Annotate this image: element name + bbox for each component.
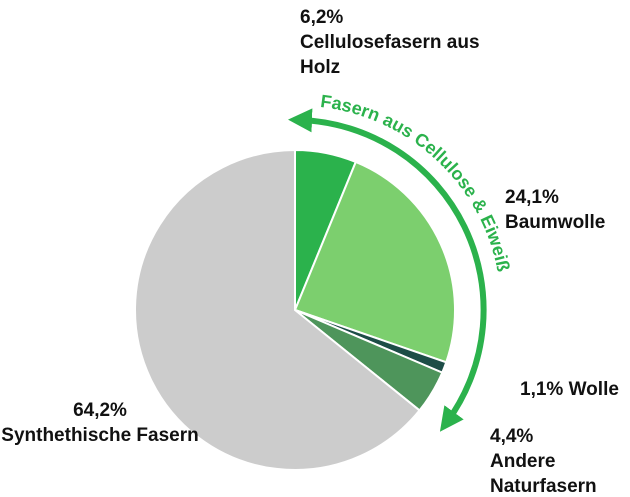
category-label: Baumwolle xyxy=(505,212,606,233)
slice-label: 24,1% Baumwolle xyxy=(505,185,630,235)
pie-slice xyxy=(134,148,421,471)
annotation-arrow xyxy=(288,108,487,432)
slice-label: 1,1% Wolle xyxy=(520,377,630,402)
slice-label: 6,2% Cellulosefasern aus Holz xyxy=(300,5,480,80)
value-label: 1,1% xyxy=(520,379,564,400)
value-label: 24,1% xyxy=(505,187,559,208)
pie-slice xyxy=(293,160,456,364)
value-label: 4,4% xyxy=(490,426,534,447)
category-label: Cellulosefasern aus Holz xyxy=(300,32,480,78)
value-label: 64,2% xyxy=(73,400,127,421)
slice-label: 64,2% Synthethische Fasern xyxy=(0,398,200,448)
category-label: Wolle xyxy=(568,379,619,400)
value-label: 6,2% xyxy=(300,7,344,28)
category-label: Andere Naturfasern xyxy=(490,451,597,497)
category-label: Synthethische Fasern xyxy=(1,425,199,446)
slice-label: 4,4% Andere Naturfasern xyxy=(490,424,625,497)
